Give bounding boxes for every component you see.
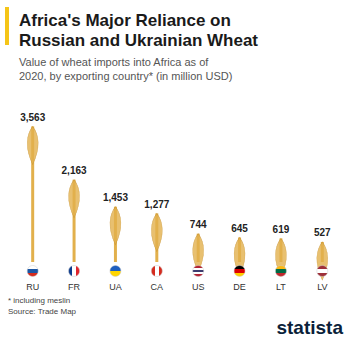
svg-text:RU: RU [26, 282, 39, 292]
svg-text:US: US [192, 282, 205, 292]
svg-text:Russian and Ukrainian Wheat: Russian and Ukrainian Wheat [19, 31, 258, 50]
svg-text:527: 527 [314, 227, 331, 238]
svg-text:2020, by exporting country* (i: 2020, by exporting country* (in million … [19, 70, 232, 82]
svg-text:645: 645 [231, 223, 248, 234]
svg-text:2,163: 2,163 [62, 165, 87, 176]
svg-text:Source: Trade Map: Source: Trade Map [8, 307, 77, 316]
svg-text:UA: UA [109, 282, 122, 292]
svg-text:statista: statista [276, 317, 343, 338]
svg-text:3,563: 3,563 [20, 112, 45, 123]
svg-text:619: 619 [273, 224, 290, 235]
svg-text:DE: DE [233, 282, 246, 292]
svg-text:FR: FR [68, 282, 80, 292]
svg-text:LT: LT [276, 282, 286, 292]
svg-text:LV: LV [317, 282, 327, 292]
svg-text:744: 744 [190, 219, 207, 230]
svg-text:1,277: 1,277 [144, 199, 169, 210]
svg-text:1,453: 1,453 [103, 192, 128, 203]
svg-text:* including meslin: * including meslin [8, 296, 70, 305]
svg-text:Value of wheat imports into Af: Value of wheat imports into Africa as of [19, 56, 211, 68]
svg-text:Africa's Major Reliance on: Africa's Major Reliance on [19, 11, 236, 30]
svg-text:CA: CA [151, 282, 164, 292]
